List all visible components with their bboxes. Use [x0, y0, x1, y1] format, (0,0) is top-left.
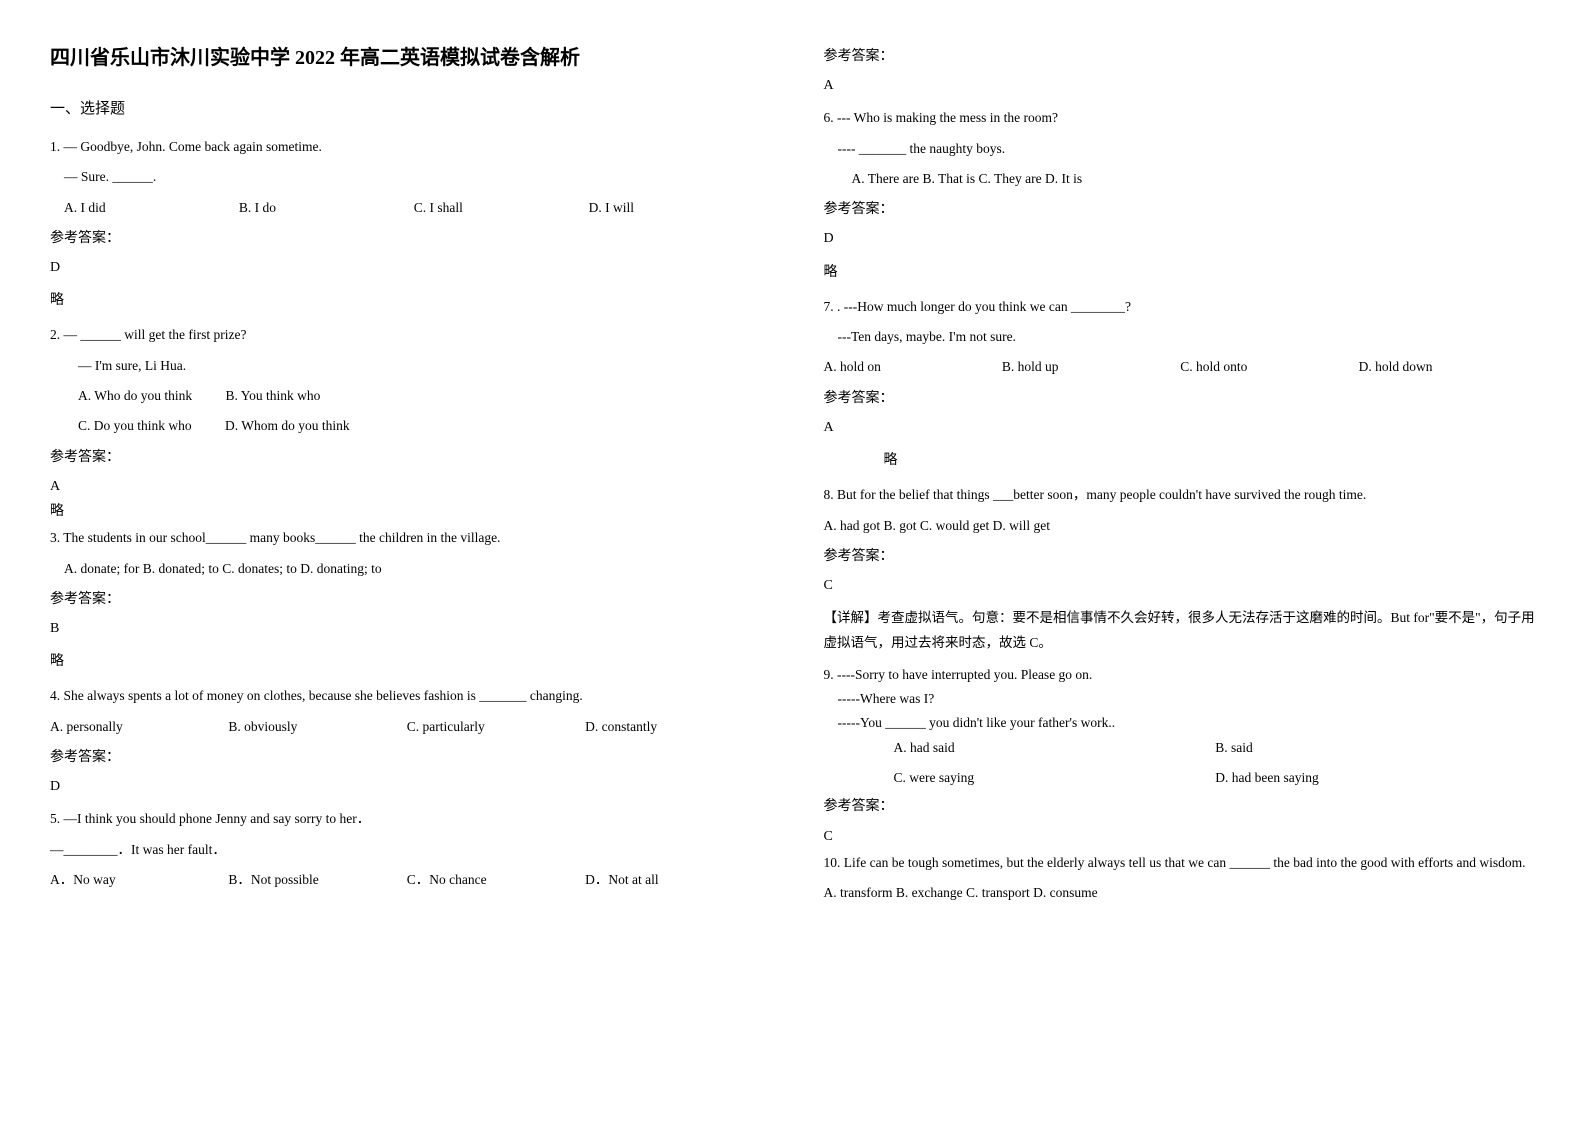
question-7-line2: ---Ten days, maybe. I'm not sure. — [824, 325, 1538, 349]
question-7-line1: 7. . ---How much longer do you think we … — [824, 295, 1538, 319]
option-b: B. said — [1215, 736, 1497, 760]
answer-value: A — [824, 73, 1538, 98]
option-c: C. I shall — [414, 196, 549, 220]
question-7-options: A. hold on B. hold up C. hold onto D. ho… — [824, 355, 1538, 379]
option-b: B. I do — [239, 196, 374, 220]
option-d: D. constantly — [585, 715, 723, 739]
question-2-line1: 2. — ______ will get the first prize? — [50, 323, 764, 347]
question-1-line2: — Sure. ______. — [50, 165, 764, 189]
question-10-options: A. transform B. exchange C. transport D.… — [824, 881, 1538, 905]
question-8-options: A. had got B. got C. would get D. will g… — [824, 514, 1538, 538]
question-4-options: A. personally B. obviously C. particular… — [50, 715, 764, 739]
question-5-line1: 5. —I think you should phone Jenny and s… — [50, 807, 764, 831]
option-b: B. You think who — [226, 384, 321, 408]
answer-label: 参考答案： — [824, 44, 1538, 69]
question-5-options: A．No way B．Not possible C．No chance D．No… — [50, 868, 764, 892]
answer-value: C — [824, 573, 1538, 598]
page-container: 四川省乐山市沐川实验中学 2022 年高二英语模拟试卷含解析 一、选择题 1. … — [50, 40, 1537, 911]
right-column: 参考答案： A 6. --- Who is making the mess in… — [824, 40, 1538, 911]
answer-label: 参考答案： — [50, 587, 764, 612]
question-9-options-row2: C. were saying D. had been saying — [824, 766, 1538, 790]
option-b: B. obviously — [228, 715, 366, 739]
answer-label: 参考答案： — [50, 745, 764, 770]
question-6-line1: 6. --- Who is making the mess in the roo… — [824, 106, 1538, 130]
answer-label: 参考答案： — [824, 794, 1538, 819]
option-a: A. I did — [64, 196, 199, 220]
explanation-text: 【详解】考查虚拟语气。句意：要不是相信事情不久会好转，很多人无法存活于这磨难的时… — [824, 606, 1538, 655]
option-d: D. hold down — [1359, 355, 1497, 379]
option-c: C. hold onto — [1180, 355, 1318, 379]
answer-label: 参考答案： — [824, 544, 1538, 569]
answer-value: A — [50, 474, 764, 499]
option-a: A. Who do you think — [78, 384, 192, 408]
option-a: A．No way — [50, 868, 188, 892]
question-9-options-row1: A. had said B. said — [824, 736, 1538, 760]
question-2-options-row2: C. Do you think who D. Whom do you think — [50, 414, 764, 438]
omit-text: 略 — [824, 448, 1538, 473]
answer-value: C — [824, 824, 1538, 849]
answer-value: B — [50, 616, 764, 641]
omit-text: 略 — [824, 260, 1538, 285]
question-4-line1: 4. She always spents a lot of money on c… — [50, 684, 764, 708]
option-b: B. hold up — [1002, 355, 1140, 379]
question-5-line2: —________．It was her fault． — [50, 838, 764, 862]
option-d: D. I will — [589, 196, 724, 220]
answer-value: D — [50, 255, 764, 280]
option-c: C. Do you think who — [78, 414, 192, 438]
omit-text: 略 — [50, 288, 764, 313]
answer-value: D — [50, 774, 764, 799]
option-a: A. had said — [894, 736, 1176, 760]
option-c: C．No chance — [407, 868, 545, 892]
option-a: A. hold on — [824, 355, 962, 379]
option-a: A. personally — [50, 715, 188, 739]
question-10-line1: 10. Life can be tough sometimes, but the… — [824, 851, 1538, 875]
option-c: C. particularly — [407, 715, 545, 739]
question-3-line1: 3. The students in our school______ many… — [50, 526, 764, 550]
option-d: D. had been saying — [1215, 766, 1497, 790]
question-2-options-row1: A. Who do you think B. You think who — [50, 384, 764, 408]
option-d: D. Whom do you think — [225, 414, 350, 438]
question-2-line2: — I'm sure, Li Hua. — [50, 354, 764, 378]
answer-label: 参考答案： — [824, 197, 1538, 222]
page-title: 四川省乐山市沐川实验中学 2022 年高二英语模拟试卷含解析 — [50, 40, 764, 76]
question-1-line1: 1. — Goodbye, John. Come back again some… — [50, 135, 764, 159]
left-column: 四川省乐山市沐川实验中学 2022 年高二英语模拟试卷含解析 一、选择题 1. … — [50, 40, 764, 911]
omit-text: 略 — [50, 499, 764, 524]
option-b: B．Not possible — [228, 868, 366, 892]
option-d: D．Not at all — [585, 868, 723, 892]
section-heading: 一、选择题 — [50, 96, 764, 123]
question-9-line3: -----You ______ you didn't like your fat… — [824, 711, 1538, 735]
answer-label: 参考答案： — [50, 445, 764, 470]
answer-label: 参考答案： — [824, 386, 1538, 411]
option-c: C. were saying — [894, 766, 1176, 790]
answer-label: 参考答案： — [50, 226, 764, 251]
question-9-line1: 9. ----Sorry to have interrupted you. Pl… — [824, 663, 1538, 687]
omit-text: 略 — [50, 649, 764, 674]
question-1-options: A. I did B. I do C. I shall D. I will — [50, 196, 764, 220]
answer-value: A — [824, 415, 1538, 440]
question-3-options: A. donate; for B. donated; to C. donates… — [50, 557, 764, 581]
question-6-line2: ---- _______ the naughty boys. — [824, 137, 1538, 161]
question-9-line2: -----Where was I? — [824, 687, 1538, 711]
answer-value: D — [824, 226, 1538, 251]
question-6-options: A. There are B. That is C. They are D. I… — [824, 167, 1538, 191]
question-8-line1: 8. But for the belief that things ___bet… — [824, 483, 1538, 507]
